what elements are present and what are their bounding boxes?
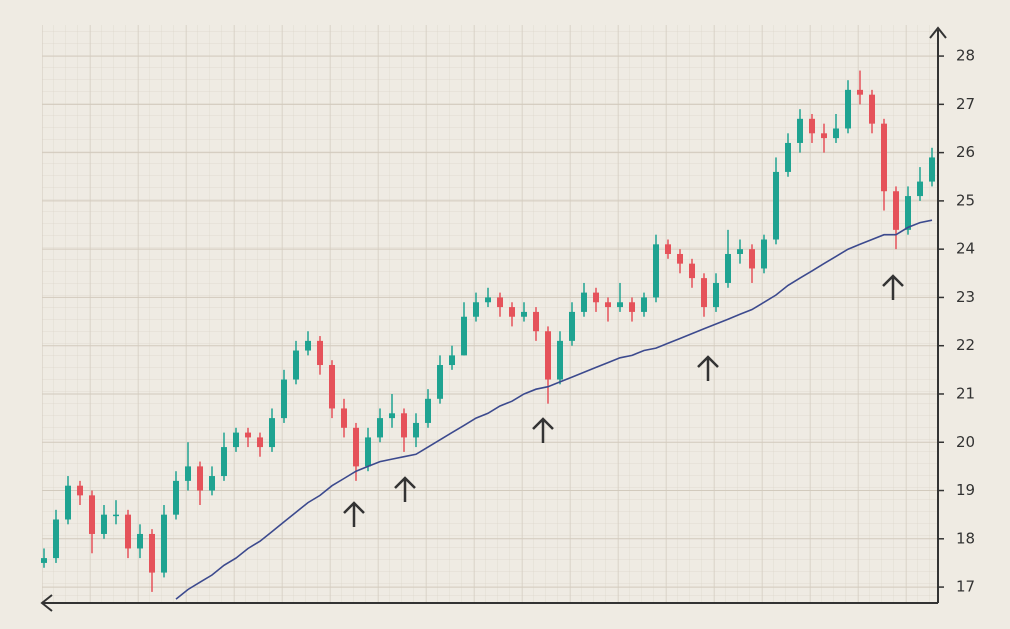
candle-body — [53, 519, 59, 559]
candle-body — [149, 533, 155, 573]
vertical-grid — [42, 25, 938, 603]
candle-body — [473, 302, 479, 317]
candle-body — [209, 476, 215, 491]
candle-body — [857, 89, 863, 95]
arrow — [343, 501, 365, 527]
candle-body — [281, 379, 287, 419]
x-axis-arrow — [40, 594, 53, 612]
candle-body — [497, 297, 503, 308]
candle-body — [485, 297, 491, 303]
candle-body — [641, 297, 647, 312]
candle-body — [341, 408, 347, 428]
y-tick-label: 28 — [956, 47, 975, 65]
candle-body — [821, 133, 827, 139]
y-tick-label: 20 — [956, 433, 975, 451]
candle-body — [377, 418, 383, 438]
candle-body — [845, 89, 851, 129]
candle-body — [929, 157, 935, 182]
y-tick-label: 23 — [956, 288, 975, 306]
candle-body — [725, 253, 731, 283]
candle-body — [761, 239, 767, 269]
y-tick-label: 25 — [956, 191, 975, 209]
candle-body — [701, 278, 707, 308]
candle-body — [317, 340, 323, 366]
candle-body — [293, 350, 299, 380]
y-tick-label: 18 — [956, 529, 975, 547]
candle-body — [533, 311, 539, 332]
candle-body — [593, 292, 599, 303]
arrow — [394, 476, 416, 502]
candle-body — [509, 307, 515, 317]
candle-body — [881, 123, 887, 192]
candle-body — [353, 427, 359, 467]
candle-body — [809, 118, 815, 134]
candle-body — [557, 340, 563, 380]
arrow — [532, 417, 554, 443]
candle-body — [365, 437, 371, 467]
candle-body — [65, 485, 71, 520]
candle-body — [161, 514, 167, 573]
candle-body — [917, 181, 923, 197]
candle-body — [329, 365, 335, 409]
candle-body — [797, 118, 803, 143]
y-tick-label: 21 — [956, 384, 975, 402]
candle-body — [653, 244, 659, 298]
candle-body — [89, 495, 95, 534]
y-axis-arrow — [929, 26, 947, 39]
candle-body — [269, 418, 275, 448]
candle-body — [185, 466, 191, 481]
y-tick-label: 27 — [956, 95, 975, 113]
candle-body — [449, 355, 455, 366]
candle-body — [713, 282, 719, 308]
y-tick-label: 26 — [956, 143, 975, 161]
candle-body — [569, 311, 575, 341]
candle-body — [245, 432, 251, 438]
y-tick-label: 19 — [956, 481, 975, 499]
candle-body — [605, 302, 611, 308]
candle-body — [425, 398, 431, 423]
candle-body — [413, 422, 419, 438]
candle-body — [125, 514, 131, 549]
candle-body — [197, 466, 203, 491]
arrow — [882, 274, 904, 300]
candle-body — [689, 263, 695, 279]
candle-body — [77, 485, 83, 496]
candle-body — [737, 249, 743, 254]
candle-body — [41, 558, 47, 563]
candle-body — [749, 249, 755, 269]
candle-body — [305, 340, 311, 351]
candle-body — [629, 302, 635, 312]
candle-body — [257, 437, 263, 448]
candle-body — [833, 128, 839, 139]
candle-body — [101, 514, 107, 534]
candle-body — [113, 514, 119, 517]
candle-body — [869, 94, 875, 124]
candle-body — [233, 432, 239, 448]
candle-body — [893, 191, 899, 230]
candle-body — [773, 171, 779, 240]
moving-average-line — [175, 219, 933, 600]
candle-body — [785, 142, 791, 172]
y-tick-label: 22 — [956, 336, 975, 354]
candle-body — [581, 292, 587, 312]
candle-body — [461, 316, 467, 356]
y-tick-label: 24 — [956, 240, 975, 258]
candle-body — [173, 480, 179, 515]
candle-body — [545, 331, 551, 380]
candle-body — [677, 253, 683, 264]
candle-body — [617, 302, 623, 308]
candle-body — [521, 311, 527, 317]
candle-body — [221, 447, 227, 477]
candle-body — [401, 413, 407, 438]
y-tick-label: 17 — [956, 578, 975, 596]
candle-body — [437, 365, 443, 399]
support-arrows — [343, 274, 904, 527]
candle-body — [665, 244, 671, 254]
candle-body — [905, 196, 911, 230]
arrow — [697, 355, 719, 381]
candle-body — [137, 533, 143, 549]
candle-body — [389, 413, 395, 419]
